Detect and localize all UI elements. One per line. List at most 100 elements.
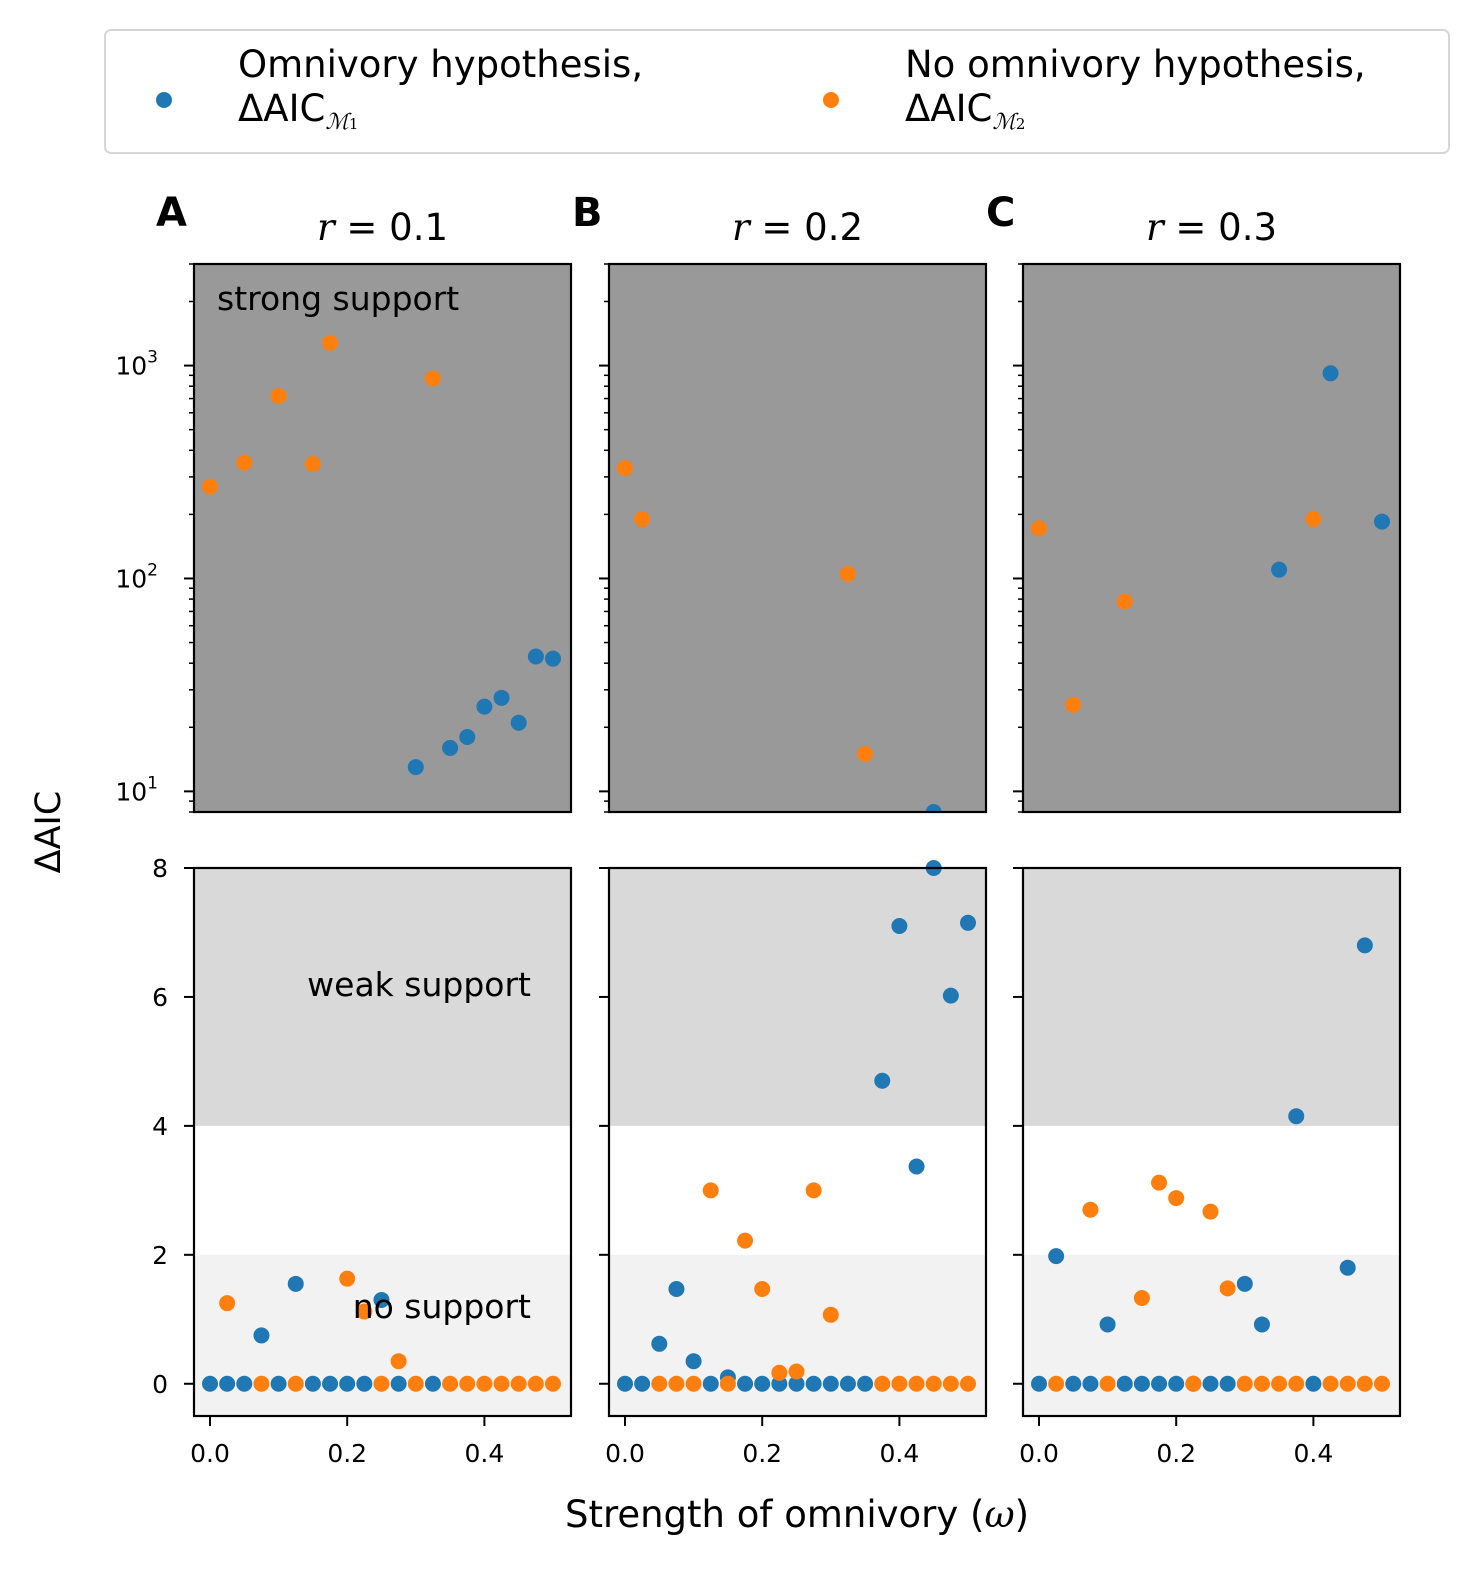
data-point (287, 1375, 304, 1392)
data-point (390, 1353, 407, 1370)
data-point (424, 370, 441, 387)
data-point (545, 650, 561, 667)
data-point (1065, 696, 1082, 713)
legend-label-m2: No omnivory hypothesis, ΔAICℳ2 (905, 43, 1366, 146)
data-point (356, 1303, 373, 1320)
legend-label-m2-line1: No omnivory hypothesis, (905, 43, 1366, 86)
data-point (219, 1295, 236, 1312)
data-point (702, 1182, 719, 1199)
y-tick-label: 0 (152, 1370, 168, 1399)
data-point (1168, 1190, 1185, 1207)
data-point (822, 1375, 839, 1392)
x-tick-label: 0.2 (1156, 1439, 1196, 1468)
data-point (1322, 365, 1339, 382)
x-axis-label: Strength of omnivory (ω) (565, 1493, 1029, 1536)
y-log-tick-label: 102 (115, 560, 158, 593)
bottom-axes-frame (192, 866, 573, 1418)
data-point (407, 759, 424, 776)
data-point (1339, 1375, 1356, 1392)
data-point (545, 1375, 561, 1392)
data-point (1133, 1375, 1150, 1392)
data-point (219, 1375, 236, 1392)
data-point (442, 739, 459, 756)
data-point (891, 1375, 908, 1392)
panel-b: 0.0 0.2 0.4 B r = 0.2 (572, 190, 988, 1468)
data-point (754, 1375, 771, 1392)
data-point (1151, 1375, 1168, 1392)
x-tick-label: 0.4 (880, 1439, 920, 1468)
data-point (908, 1158, 925, 1175)
data-point (1236, 1275, 1253, 1292)
data-point (373, 1375, 390, 1392)
data-point (1356, 1375, 1373, 1392)
top-points (617, 460, 942, 812)
data-point (510, 1375, 527, 1392)
data-point (202, 1375, 218, 1392)
data-point (857, 745, 874, 762)
data-point (960, 1375, 976, 1392)
data-point (424, 1375, 441, 1392)
data-point (339, 1270, 356, 1287)
data-point (1185, 1375, 1202, 1392)
strong-support-region (1023, 264, 1400, 812)
panel-a: 0.0 0.2 0.4 0 2 4 6 8 101 102 103 A r = 0.1 strong su… (115, 190, 573, 1468)
data-point (270, 387, 287, 404)
strong-support-region (194, 264, 571, 812)
data-point (527, 648, 544, 665)
data-point (1082, 1201, 1099, 1218)
data-point (805, 1375, 822, 1392)
data-point (1305, 511, 1322, 528)
data-point (1288, 1375, 1305, 1392)
x-axis-label-symbol: ω (984, 1493, 1014, 1536)
data-point (476, 698, 493, 715)
no-support-region (194, 1254, 571, 1416)
data-point (788, 1375, 805, 1392)
data-point (908, 1375, 925, 1392)
strong-support-label: strong support (217, 279, 459, 318)
data-point (874, 1072, 891, 1089)
panel-letter: C (986, 190, 1015, 236)
panel-letter: B (572, 190, 603, 236)
data-point (1322, 1375, 1339, 1392)
data-point (373, 1291, 390, 1308)
legend-sub-m1: ℳ1 (325, 110, 358, 135)
data-point (390, 1375, 407, 1392)
weak-support-region (1023, 868, 1400, 1126)
data-point (1099, 1316, 1116, 1333)
data-point (1356, 937, 1373, 954)
data-point (356, 1375, 373, 1392)
data-point (839, 565, 856, 582)
weak-support-label: weak support (307, 965, 531, 1004)
y-tick-label: 6 (152, 983, 168, 1012)
legend-label-m1-line1: Omnivory hypothesis, (238, 43, 644, 86)
panel-title: r = 0.2 (732, 206, 863, 249)
y-axis-label: ΔAIC (29, 791, 69, 874)
bottom-axes-frame (607, 866, 988, 1418)
legend-marker-m2 (823, 92, 839, 108)
panel-title: r = 0.3 (1146, 206, 1277, 249)
x-tick-label: 0.4 (465, 1439, 505, 1468)
data-point (891, 918, 908, 935)
data-point (322, 334, 339, 351)
data-point (1271, 561, 1288, 578)
panel-letter: A (156, 190, 187, 236)
data-point (1253, 1375, 1270, 1392)
data-point (1151, 1174, 1168, 1191)
y-tick-label: 8 (152, 854, 168, 883)
data-point (839, 1375, 856, 1392)
data-point (1082, 1375, 1099, 1392)
data-point (202, 478, 218, 495)
x-axis-label-text: Strength of omnivory ( (565, 1493, 984, 1536)
data-point (339, 1375, 356, 1392)
strong-support-region (609, 264, 986, 812)
data-point (1339, 1259, 1356, 1276)
bottom-axes-frame (1021, 866, 1402, 1418)
data-point (942, 1375, 959, 1392)
data-point (1065, 1375, 1082, 1392)
data-point (442, 1375, 459, 1392)
data-point (322, 1375, 339, 1392)
bottom-points (202, 1270, 561, 1392)
data-point (702, 1375, 719, 1392)
weak-support-region (609, 868, 986, 1126)
